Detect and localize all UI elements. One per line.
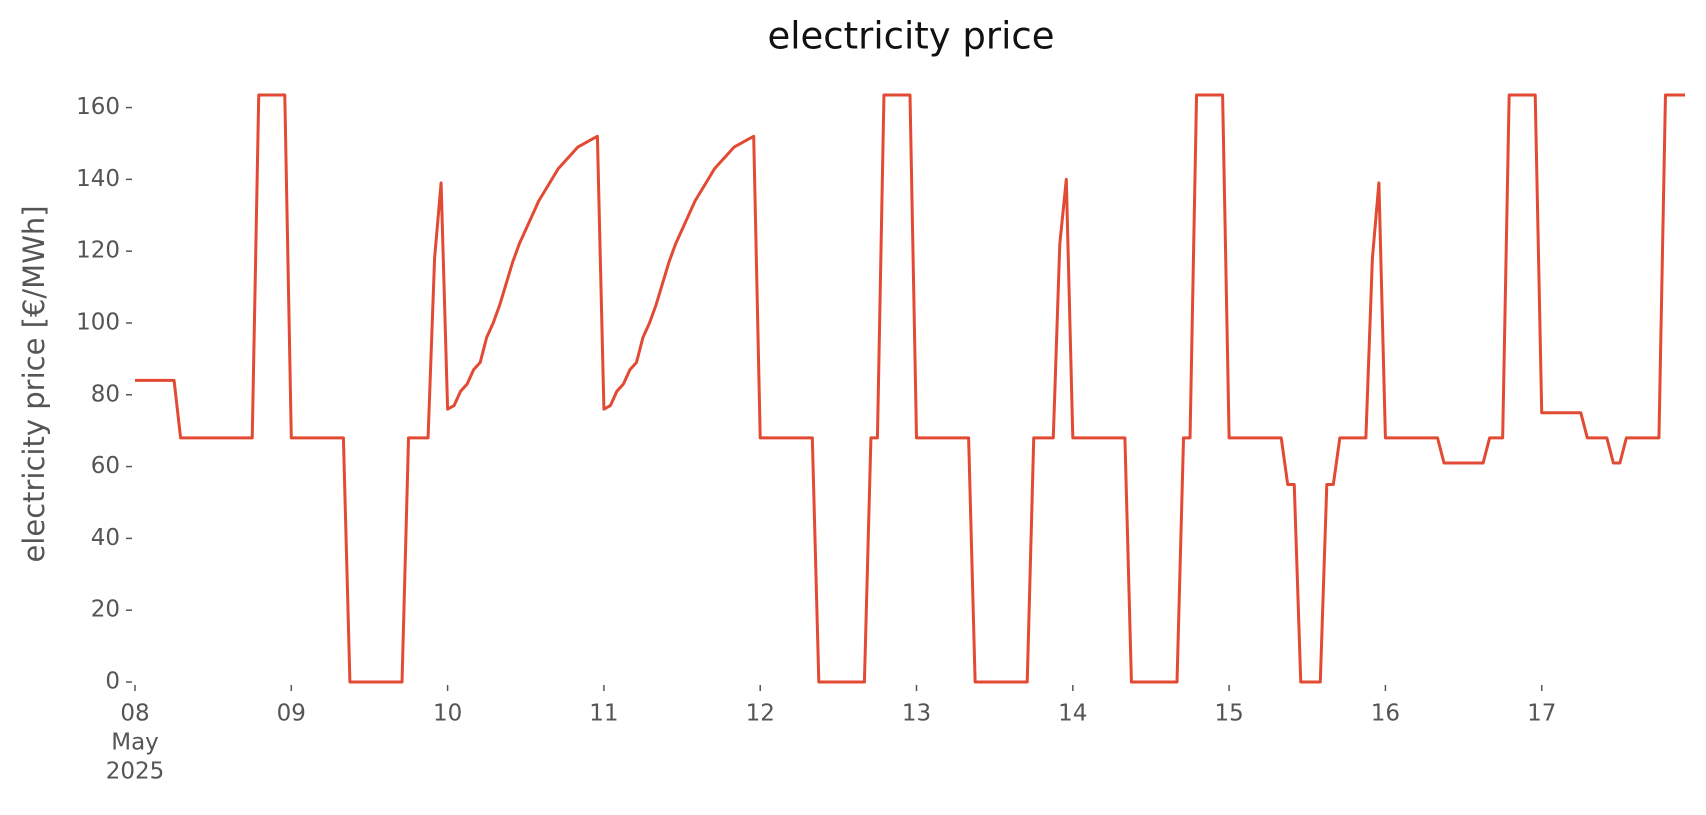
x-tick-label: 09 bbox=[277, 701, 306, 727]
x-tick-label: 15 bbox=[1214, 701, 1243, 727]
y-tick-label: 100 bbox=[76, 309, 120, 335]
price-line bbox=[135, 93, 1685, 684]
x-tick-label: 16 bbox=[1371, 701, 1400, 727]
y-axis-label: electricity price [€/MWh] bbox=[17, 205, 51, 562]
y-tick-label: 140 bbox=[76, 166, 120, 192]
y-tick-label: 60 bbox=[91, 453, 120, 479]
y-tick-label: 0 bbox=[105, 669, 120, 695]
x-tick-label: 13 bbox=[902, 701, 931, 727]
x-sublabel: May bbox=[111, 730, 159, 756]
y-tick-label: 20 bbox=[91, 597, 120, 623]
x-tick-label: 08 bbox=[120, 701, 149, 727]
x-tick-label: 12 bbox=[746, 701, 775, 727]
y-tick-label: 120 bbox=[76, 238, 120, 264]
x-tick-label: 17 bbox=[1527, 701, 1556, 727]
y-tick-label: 160 bbox=[76, 94, 120, 120]
x-tick-label: 10 bbox=[433, 701, 462, 727]
y-tick-label: 40 bbox=[91, 525, 120, 551]
x-tick-label: 11 bbox=[589, 701, 618, 727]
y-tick-label: 80 bbox=[91, 381, 120, 407]
chart-title: electricity price bbox=[767, 15, 1054, 58]
x-sublabel: 2025 bbox=[106, 759, 165, 785]
x-tick-label: 14 bbox=[1058, 701, 1087, 727]
